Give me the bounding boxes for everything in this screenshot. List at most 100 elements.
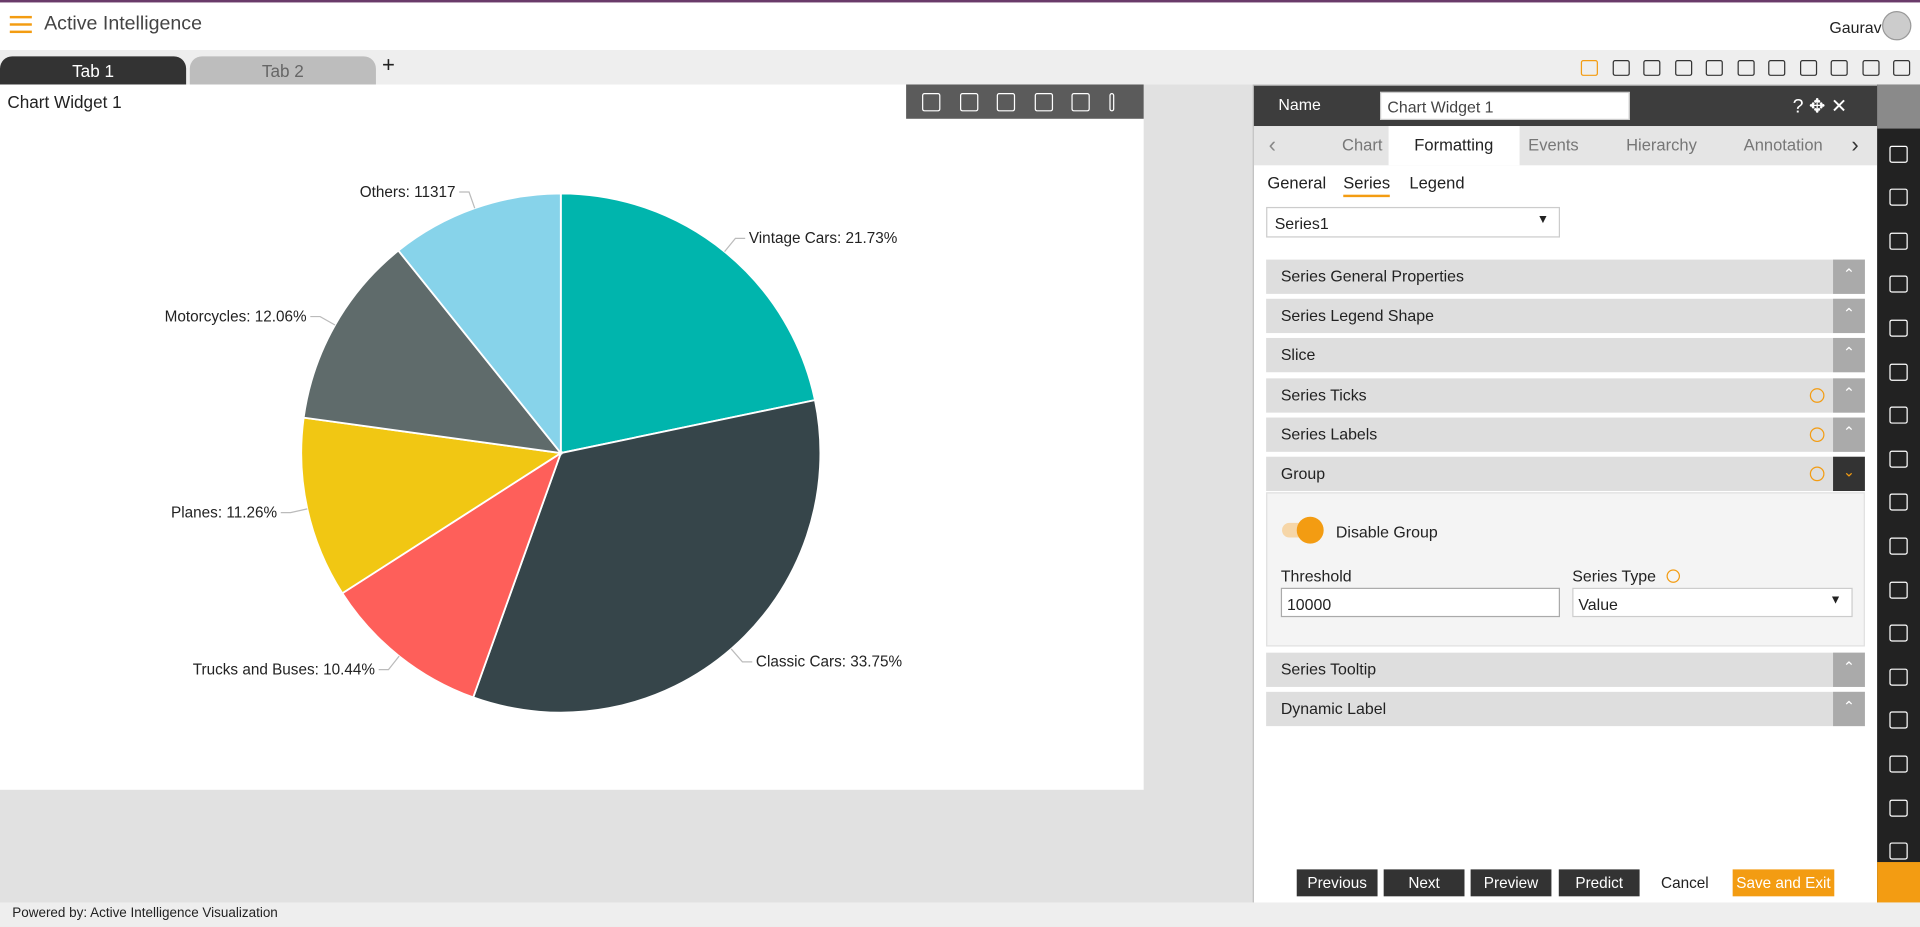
sidebar-icon[interactable] [1889, 145, 1908, 163]
threshold-value: 10000 [1286, 595, 1332, 614]
toolbar-icon[interactable] [1830, 60, 1848, 76]
section-header[interactable]: Slice ⌃ [1266, 337, 1865, 373]
chart-widget: Chart Widget 1 Vintage Cars: 21.73% Class… [0, 84, 1144, 790]
sidebar-icon[interactable] [1889, 493, 1908, 512]
slice-label: Planes: 11.26% [171, 504, 277, 521]
section-toggle[interactable]: ⌃ [1833, 378, 1865, 413]
sidebar-icon[interactable] [1889, 581, 1908, 599]
sidebar-icon[interactable] [1889, 406, 1908, 424]
leader-line [724, 237, 746, 253]
widget-tool[interactable] [1108, 93, 1114, 112]
panel-tab[interactable]: Annotation [1743, 135, 1823, 155]
refresh-icon[interactable] [1809, 466, 1825, 482]
button[interactable]: Preview [1470, 869, 1552, 897]
button[interactable]: Predict [1558, 869, 1640, 897]
toolbar-icon[interactable] [1674, 60, 1692, 76]
widget-tool[interactable] [1034, 93, 1053, 112]
section-toggle[interactable]: ⌃ [1833, 417, 1865, 452]
section-title: Dynamic Label [1280, 699, 1387, 718]
sidebar-icon[interactable] [1889, 842, 1908, 860]
add-tab[interactable]: + [382, 52, 395, 78]
sub-tab[interactable]: Series [1343, 174, 1391, 198]
sidebar-icon[interactable] [1889, 450, 1908, 468]
menu-icon[interactable] [9, 15, 32, 34]
panel-tab[interactable]: Events [1528, 135, 1579, 155]
toggle-knob[interactable] [1296, 516, 1324, 544]
section-header[interactable]: Series Tooltip ⌃ [1266, 652, 1865, 687]
slice-label: Motorcycles: 12.06% [165, 308, 307, 325]
toolbar-icon[interactable] [1893, 60, 1911, 76]
sidebar-icon[interactable] [1889, 537, 1908, 555]
tab[interactable]: Tab 1 [0, 56, 187, 85]
toolbar-icon[interactable] [1799, 60, 1817, 76]
toolbar-icon[interactable] [1768, 60, 1786, 76]
panel-tab[interactable]: Hierarchy [1626, 135, 1697, 155]
toolbar-icon[interactable] [1580, 60, 1598, 76]
section-header[interactable]: Series Ticks ⌃ [1266, 378, 1865, 413]
section-toggle[interactable]: ⌃ [1833, 259, 1865, 294]
sub-tab[interactable]: General [1267, 173, 1327, 193]
name-input[interactable]: Chart Widget 1 [1380, 91, 1630, 121]
sidebar-icon[interactable] [1889, 275, 1908, 294]
sidebar-icon[interactable] [1889, 232, 1908, 250]
sidebar-icon[interactable] [1889, 188, 1908, 206]
series-type-select[interactable]: Value ▼ [1572, 587, 1853, 618]
button[interactable]: Next [1383, 869, 1465, 897]
tab[interactable]: Tab 2 [189, 56, 376, 85]
widget-tool[interactable] [959, 93, 978, 112]
widget-tool[interactable] [1071, 93, 1090, 112]
sidebar-top[interactable] [1877, 84, 1920, 129]
pie-slice [341, 450, 563, 699]
section-toggle[interactable]: ⌃ [1833, 337, 1865, 373]
section-header[interactable]: Group ⌄ [1266, 456, 1865, 492]
sidebar-icon[interactable] [1889, 363, 1908, 381]
sidebar-icon[interactable] [1889, 624, 1908, 642]
leader-line [310, 315, 336, 326]
sidebar-icon[interactable] [1889, 799, 1908, 817]
section-header[interactable]: Series Labels ⌃ [1266, 417, 1865, 452]
widget-tool[interactable] [996, 93, 1016, 112]
sub-tab[interactable]: Legend [1409, 173, 1465, 193]
toolbar-icon[interactable] [1643, 60, 1661, 76]
threshold-input[interactable]: 10000 [1280, 587, 1561, 618]
group-body: Disable Group Threshold 10000 Series Typ… [1266, 492, 1865, 647]
toolbar-icon[interactable] [1705, 60, 1723, 76]
user-name[interactable]: Gaurav [1829, 18, 1882, 37]
toolbar-icon[interactable] [1612, 60, 1630, 76]
refresh-icon[interactable] [1809, 388, 1825, 403]
button[interactable]: Previous [1296, 869, 1378, 897]
section-toggle[interactable]: ⌃ [1833, 691, 1865, 727]
tab-bar: + Tab 1 Tab 2 [0, 50, 1920, 85]
sidebar-icon[interactable] [1889, 668, 1908, 686]
series-select[interactable]: Series1 ▼ [1266, 206, 1561, 238]
section-header[interactable]: Series Legend Shape ⌃ [1266, 298, 1865, 334]
toolbar-icon[interactable] [1736, 60, 1755, 76]
tab-prev[interactable]: ‹ [1268, 132, 1276, 157]
slice-label: Vintage Cars: 21.73% [749, 230, 898, 247]
panel-tab[interactable]: Formatting [1388, 126, 1520, 166]
toolbar-icon[interactable] [1861, 60, 1879, 76]
refresh-icon[interactable] [1809, 427, 1825, 443]
toggle-label: Disable Group [1335, 522, 1438, 542]
section-toggle[interactable]: ⌃ [1833, 652, 1865, 687]
sidebar-bottom[interactable] [1877, 862, 1920, 907]
section-toggle[interactable]: ⌃ [1833, 298, 1865, 334]
leader-line [730, 648, 753, 663]
app-title: Active Intelligence [44, 13, 203, 35]
sidebar-icon[interactable] [1889, 755, 1908, 773]
name-label: Name [1278, 95, 1321, 114]
avatar[interactable] [1882, 11, 1912, 41]
section-toggle[interactable]: ⌄ [1833, 456, 1865, 492]
widget-tool[interactable] [922, 93, 941, 112]
section-header[interactable]: Series General Properties ⌃ [1266, 259, 1865, 294]
pie-slice [472, 399, 822, 714]
sidebar-icon[interactable] [1889, 711, 1908, 730]
tab-next[interactable]: › [1851, 132, 1859, 157]
section-header[interactable]: Dynamic Label ⌃ [1266, 691, 1865, 727]
header-icons[interactable]: ? ✥ ✕ [1792, 96, 1848, 118]
button[interactable]: Save and Exit [1732, 869, 1835, 897]
sidebar-icon[interactable] [1889, 319, 1908, 337]
button[interactable]: Cancel [1646, 869, 1723, 897]
panel-tab[interactable]: Chart [1342, 135, 1383, 155]
menu-bar [9, 23, 32, 26]
